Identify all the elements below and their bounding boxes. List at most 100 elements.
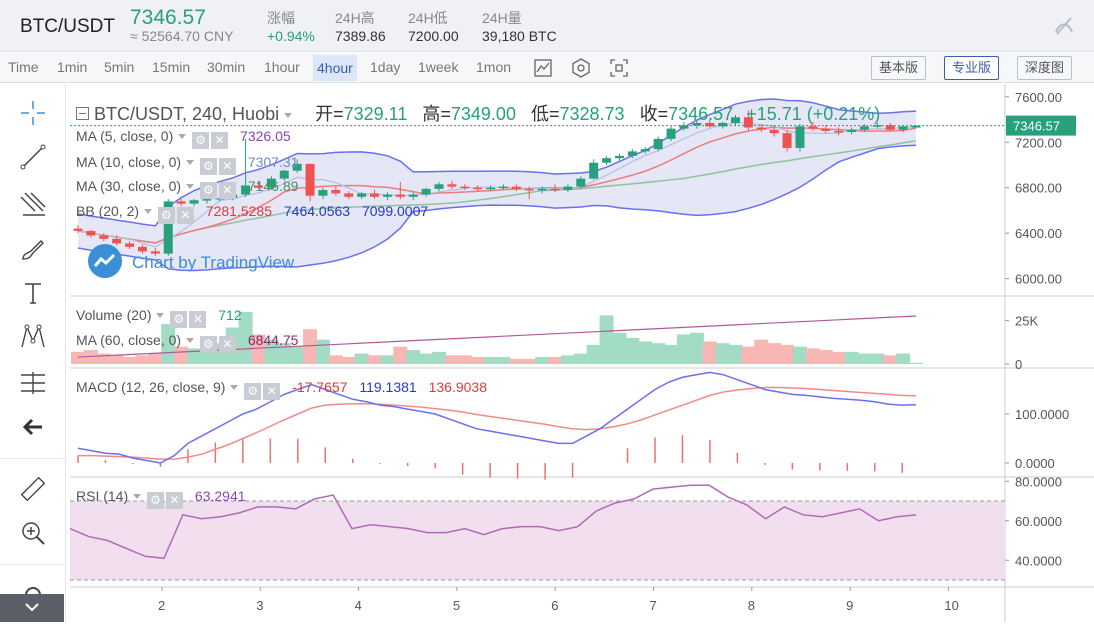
hide-chart-icon[interactable]	[1052, 14, 1076, 38]
rsi-tick-label: 40.0000	[1015, 553, 1062, 568]
brush-icon[interactable]	[18, 234, 48, 264]
volume-bar	[303, 329, 318, 364]
candle-body	[602, 158, 612, 163]
candle-body	[486, 187, 496, 190]
volume-bar	[431, 351, 446, 364]
volume-bar	[831, 351, 846, 364]
volume-bar	[444, 355, 459, 364]
volume-bar	[638, 341, 653, 364]
high-value: 7349.00	[450, 104, 516, 124]
drawing-toolbar	[0, 84, 66, 622]
back-arrow-icon[interactable]	[18, 412, 48, 442]
symbol-title: BTC/USDT, 240, Huobi	[94, 104, 280, 124]
time-tick-label: 4	[355, 598, 362, 613]
candle-body	[176, 201, 186, 204]
volume-tick-label: 0	[1015, 357, 1022, 372]
candle-body	[344, 193, 354, 197]
candle-body	[125, 243, 135, 247]
candle-body	[550, 188, 560, 191]
volume-bar	[702, 341, 717, 364]
candle-body	[872, 125, 882, 127]
tf-30min[interactable]: 30min	[207, 59, 246, 75]
volume-bar	[122, 357, 137, 364]
tradingview-watermark: Chart by TradingView	[88, 244, 294, 278]
trend-line-icon[interactable]	[18, 142, 48, 172]
candle-body	[498, 186, 508, 189]
candle-body	[614, 155, 624, 159]
volume-bar	[161, 324, 176, 364]
volume-bar	[805, 348, 820, 364]
candle-body	[305, 163, 315, 196]
view-depth-button[interactable]: 深度图	[1017, 56, 1073, 80]
tf-1min[interactable]: 1min	[57, 59, 88, 75]
prediction-tool-icon[interactable]	[18, 368, 48, 398]
tf-4hour[interactable]: 4hour	[313, 55, 357, 81]
chart-canvas[interactable]: 7600.00 7200.00 6800.00 6400.00 6000.00 7346.…	[69, 84, 1094, 622]
candle-body	[821, 128, 831, 131]
candle-body	[421, 188, 431, 195]
crosshair-icon[interactable]	[18, 98, 48, 128]
candle-body	[150, 251, 160, 254]
snapshot-icon[interactable]	[606, 55, 632, 81]
candle-body	[627, 151, 637, 156]
tf-1hour[interactable]: 1hour	[264, 59, 300, 75]
chart-toolbar: Time 1min 5min 15min 30min 1hour 4hour 1…	[0, 53, 1094, 83]
volume-bar	[780, 344, 795, 364]
low-value: 7328.73	[559, 104, 625, 124]
legend-main: BTC/USDT, 240, Huobi 开=7329.11 高=7349.00…	[76, 100, 880, 126]
candle-body	[795, 126, 805, 148]
candle-body	[279, 170, 289, 179]
chart-area[interactable]: 7600.00 7200.00 6800.00 6400.00 6000.00 7346.…	[69, 84, 1094, 627]
candle-body	[756, 127, 766, 130]
rsi-line	[69, 484, 917, 560]
text-tool-icon[interactable]	[18, 278, 48, 308]
collapse-legend-icon[interactable]	[76, 107, 89, 120]
settings-icon[interactable]	[568, 55, 594, 81]
view-pro-button[interactable]: 专业版	[944, 56, 1000, 80]
volume-bar	[715, 343, 730, 364]
candle-body	[370, 193, 380, 197]
volume-bar	[109, 355, 124, 364]
volume-bar	[238, 311, 253, 364]
price-tick-label: 6400.00	[1015, 226, 1062, 241]
candle-body	[189, 200, 199, 204]
pattern-tool-icon[interactable]	[18, 322, 48, 352]
candle-body	[537, 188, 547, 191]
legend-bb: BB (20, 2) ⚙ ✕ 7281.5285 7464.0563 7099.0…	[76, 203, 429, 224]
volume-bar	[174, 346, 189, 364]
volume-bar	[380, 355, 395, 364]
indicators-icon[interactable]	[530, 55, 556, 81]
candle-body	[524, 188, 534, 191]
tf-1week[interactable]: 1week	[418, 59, 459, 75]
fib-tool-icon[interactable]	[18, 188, 48, 218]
volume-bar	[676, 334, 691, 364]
time-tick-label: 7	[650, 598, 657, 613]
legend-vol-ma: MA (60, close, 0) ⚙ ✕ 6844.75	[76, 332, 299, 353]
candle-body	[331, 190, 341, 194]
volume-bar	[496, 357, 511, 364]
volume-bar	[483, 357, 498, 364]
volume-bar	[689, 332, 704, 364]
ruler-icon[interactable]	[18, 474, 48, 504]
candle-body	[447, 184, 457, 187]
view-basic-button[interactable]: 基本版	[871, 56, 927, 80]
tf-time[interactable]: Time	[8, 59, 39, 75]
candle-body	[666, 128, 676, 139]
time-tick-label: 9	[846, 598, 853, 613]
time-tick-label: 5	[453, 598, 460, 613]
bb-upper-line	[77, 98, 917, 227]
candle-body	[382, 194, 392, 197]
time-tick-label: 6	[551, 598, 558, 613]
volume-bar	[470, 357, 485, 364]
tf-1day[interactable]: 1day	[370, 59, 401, 75]
pair-name[interactable]: BTC/USDT	[20, 16, 115, 37]
candle-body	[511, 186, 521, 189]
candle-body	[73, 228, 83, 231]
tf-15min[interactable]: 15min	[152, 59, 191, 75]
candle-body	[782, 133, 792, 148]
tf-5min[interactable]: 5min	[104, 59, 135, 75]
collapse-button[interactable]	[0, 594, 64, 622]
zoom-in-icon[interactable]	[18, 518, 48, 548]
tf-1mon[interactable]: 1mon	[476, 59, 512, 75]
time-tick-label: 2	[158, 598, 165, 613]
